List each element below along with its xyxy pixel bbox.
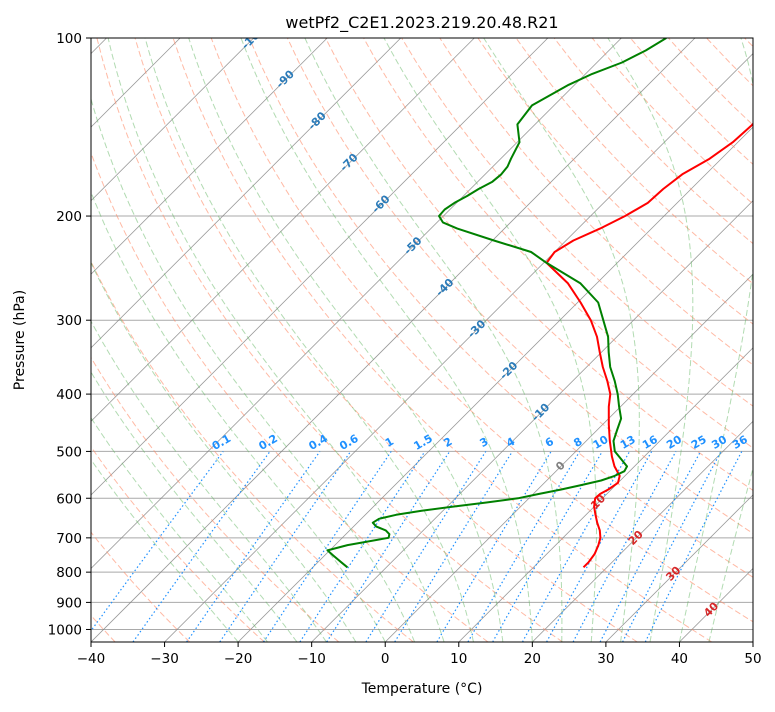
mixing-ratio-label: 0.4 <box>306 432 330 453</box>
x-tick-label: 10 <box>450 651 467 667</box>
dry-adiabat-label: -10 <box>529 400 552 423</box>
moist-adiabat <box>0 38 268 642</box>
dry-adiabat-label: -60 <box>369 192 392 215</box>
y-tick-label: 1000 <box>48 622 82 638</box>
dry-adiabat-label: -50 <box>401 234 424 257</box>
mixing-ratio-label: 13 <box>618 433 638 452</box>
dry-adiabat <box>0 38 339 642</box>
moist-adiabat-label: 0 <box>553 459 568 474</box>
moist-adiabat <box>24 38 356 642</box>
dry-adiabat-label: -20 <box>497 359 520 382</box>
y-tick-label: 400 <box>56 387 82 403</box>
mixing-ratio-label: 6 <box>543 435 556 450</box>
mixing-ratio-label: 25 <box>689 433 709 452</box>
mixing-ratio-label: 10 <box>591 433 611 452</box>
moist-adiabat-label: 30 <box>663 563 683 583</box>
dry-adiabat <box>668 38 775 642</box>
isotherm-10 <box>459 38 775 642</box>
moist-adiabat-label: 20 <box>626 528 646 548</box>
mixing-ratio-line <box>83 451 223 642</box>
x-tick-label: 30 <box>597 651 614 667</box>
dry-adiabat <box>21 38 414 642</box>
dry-adiabat <box>59 38 488 642</box>
isotherm--30 <box>165 38 769 642</box>
isotherm--40 <box>91 38 695 642</box>
dry-adiabat-label: -70 <box>337 151 360 174</box>
isotherm--50 <box>17 38 621 642</box>
mixing-ratio-label: 1.5 <box>411 432 434 453</box>
moist-adiabat <box>608 38 693 642</box>
mixing-ratio-label: 36 <box>730 433 750 452</box>
mixing-ratio-line <box>468 451 580 642</box>
y-tick-label: 100 <box>56 31 82 47</box>
y-axis-label: Pressure (hPa) <box>12 290 28 390</box>
x-tick-label: −30 <box>150 651 179 667</box>
mixing-ratio-line <box>264 451 392 642</box>
mixing-ratio-label: 30 <box>709 433 729 452</box>
y-tick-label: 900 <box>56 595 82 611</box>
x-tick-label: 20 <box>524 651 541 667</box>
mixing-ratio-label: 1 <box>383 435 396 450</box>
moist-adiabat <box>1 38 326 642</box>
moist-adiabat <box>0 38 238 642</box>
y-tick-label: 200 <box>56 209 82 225</box>
x-tick-label: −10 <box>297 651 326 667</box>
dry-adiabat-label: -80 <box>306 109 329 132</box>
mixing-ratio-label: 16 <box>640 433 660 452</box>
temperature-line <box>547 38 775 567</box>
mixing-ratio-label: 8 <box>571 435 584 450</box>
x-tick-label: −40 <box>77 651 106 667</box>
mixing-ratio-label: 20 <box>664 433 684 452</box>
isotherm--80 <box>0 38 401 642</box>
dry-adiabat-label: -90 <box>274 67 297 90</box>
isotherm-40 <box>679 38 775 642</box>
y-tick-label: 600 <box>56 491 82 507</box>
moist-adiabat <box>108 38 444 642</box>
x-tick-label: 40 <box>671 651 688 667</box>
isotherm--100 <box>0 38 254 642</box>
y-tick-label: 800 <box>56 565 82 581</box>
mixing-ratio-line <box>645 451 742 642</box>
y-tick-label: 500 <box>56 444 82 460</box>
y-tick-label: 700 <box>56 531 82 547</box>
mixing-ratio-label: 0.1 <box>210 432 233 453</box>
moist-adiabat <box>241 38 532 642</box>
dry-adiabat <box>707 38 775 642</box>
isotherm-50 <box>753 38 775 642</box>
mixing-ratio-line <box>437 451 551 642</box>
moist-adiabat <box>189 38 503 642</box>
dry-adiabat <box>135 38 637 642</box>
mixing-ratio-label: 3 <box>478 435 491 450</box>
x-axis-label: Temperature (°C) <box>361 681 483 697</box>
y-tick-label: 300 <box>56 313 82 329</box>
isotherm--60 <box>0 38 548 642</box>
x-tick-label: 0 <box>381 651 390 667</box>
x-tick-label: 50 <box>744 651 761 667</box>
moist-adiabat <box>0 38 297 642</box>
moist-adiabat <box>305 38 562 642</box>
chart-title: wetPf2_C2E1.2023.219.20.48.R21 <box>285 13 558 33</box>
grid-layer <box>0 38 775 642</box>
isotherm-20 <box>532 38 775 642</box>
dry-adiabat-label: -40 <box>433 276 456 299</box>
plot-frame <box>91 38 753 642</box>
mixing-ratio-line <box>523 451 630 642</box>
x-tick-label: −20 <box>224 651 253 667</box>
